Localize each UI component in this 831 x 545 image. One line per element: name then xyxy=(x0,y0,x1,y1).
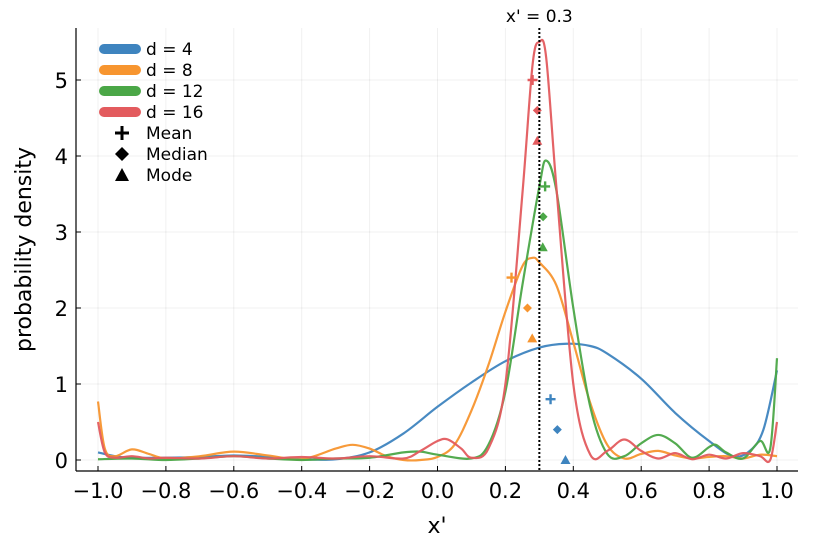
series-line-3 xyxy=(97,159,779,462)
y-tick-label: 5 xyxy=(55,69,68,93)
x-tick-label: −1.0 xyxy=(73,479,124,503)
axes: −1.0 −0.8 −0.6 −0.4 −0.2 0.0 0.2 0.4 0.6 0.8 1.0 0 1… xyxy=(55,28,798,503)
mean-marker xyxy=(545,394,556,405)
axis-labels: x' probability density xyxy=(12,147,447,539)
median-marker xyxy=(538,212,548,222)
mode-marker xyxy=(532,135,543,145)
y-axis-label: probability density xyxy=(12,147,37,352)
y-tick-label: 2 xyxy=(55,297,68,321)
legend-label: d = 16 xyxy=(146,103,203,123)
mean-marker xyxy=(527,75,538,85)
x-tick-label: −0.2 xyxy=(344,479,395,503)
legend-label: Mean xyxy=(146,124,192,144)
mode-marker xyxy=(527,333,538,343)
legend-label: Mode xyxy=(146,166,192,186)
series-lines xyxy=(96,38,779,464)
x-tick-label: −0.8 xyxy=(140,479,191,503)
mean-marker xyxy=(540,181,551,192)
legend-diamond-icon xyxy=(115,147,129,161)
series-line-4 xyxy=(96,38,779,464)
y-tick-label: 4 xyxy=(55,145,68,169)
series-line-2 xyxy=(96,256,778,462)
x-tick-label: 0.6 xyxy=(624,479,657,503)
legend-label: d = 4 xyxy=(146,40,193,60)
mode-marker xyxy=(560,455,571,464)
y-tick-label: 1 xyxy=(55,373,68,397)
legend-label: d = 12 xyxy=(146,82,203,102)
legend-label: Median xyxy=(146,145,208,165)
median-marker xyxy=(552,425,562,435)
legend-label: d = 8 xyxy=(146,61,193,81)
y-tick-label: 3 xyxy=(55,221,68,245)
median-marker xyxy=(522,303,532,313)
x-tick-label: 0.8 xyxy=(692,479,725,503)
y-tick-label: 0 xyxy=(55,449,68,473)
mean-marker xyxy=(506,272,517,283)
x-axis-label: x' xyxy=(427,514,446,539)
x-tick-label: 0.0 xyxy=(421,479,454,503)
x-tick-label: 0.2 xyxy=(489,479,522,503)
reference-line-label: x' = 0.3 xyxy=(506,7,573,27)
x-tick-label: 0.4 xyxy=(557,479,590,503)
x-tick-label: −0.4 xyxy=(276,479,327,503)
x-tick-label: 1.0 xyxy=(760,479,793,503)
legend-plus-icon xyxy=(115,126,129,140)
reference-line-group: x' = 0.3 xyxy=(506,7,573,471)
grid xyxy=(76,28,798,471)
legend-triangle-icon xyxy=(115,168,129,181)
x-tick-label: −0.6 xyxy=(208,479,259,503)
